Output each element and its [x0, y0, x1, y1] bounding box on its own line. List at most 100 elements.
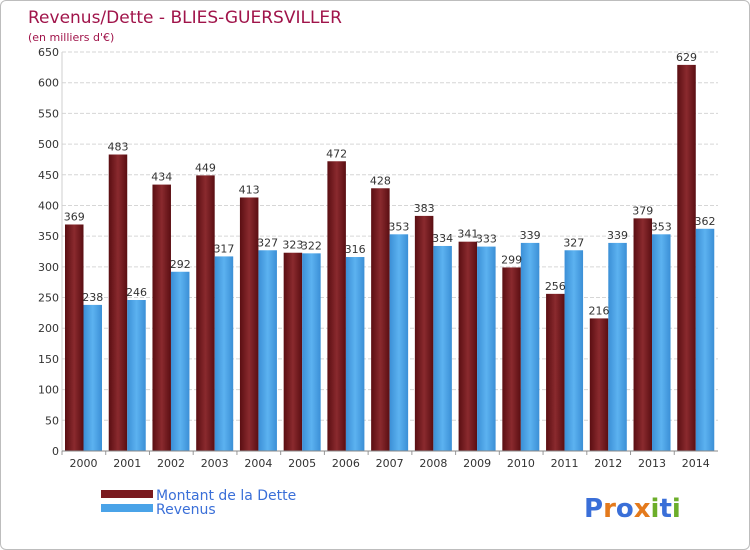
data-label-revenue: 322: [301, 239, 322, 252]
logo-text: Proxiti: [584, 494, 681, 524]
legend-swatch-debt: [101, 490, 153, 498]
bar-revenue: [652, 234, 671, 451]
data-label-revenue: 362: [695, 215, 716, 228]
data-label-debt: 379: [632, 204, 653, 217]
data-label-revenue: 246: [126, 286, 147, 299]
bar-debt: [546, 293, 565, 451]
data-label-revenue: 334: [432, 232, 453, 245]
proxiti-logo: Proxiti: [584, 494, 681, 524]
x-tick-label: 2009: [463, 457, 491, 470]
bar-revenue: [695, 228, 715, 451]
bar-debt: [633, 218, 653, 451]
y-tick-label: 550: [38, 107, 59, 120]
bar-debt: [283, 252, 303, 451]
y-tick-label: 300: [38, 261, 59, 274]
data-label-debt: 369: [64, 210, 85, 223]
bar-debt: [239, 197, 259, 451]
bar-revenue: [214, 256, 234, 451]
x-tick-label: 2014: [682, 457, 710, 470]
bar-revenue: [564, 250, 584, 451]
data-label-revenue: 333: [476, 233, 497, 246]
bar-revenue: [520, 242, 540, 451]
bar-revenue: [83, 304, 102, 451]
y-tick-label: 0: [52, 445, 59, 458]
bar-debt: [414, 215, 434, 451]
data-label-debt: 383: [414, 202, 435, 215]
x-tick-label: 2010: [507, 457, 535, 470]
x-tick-label: 2005: [288, 457, 316, 470]
y-axis-ticks: 0 50 100 150 200 250 300 350 400 450 500 550 600 650: [38, 46, 59, 458]
chart-subtitle: (en milliers d'€): [28, 31, 114, 44]
bar-revenue: [127, 299, 146, 451]
bar-revenue: [345, 257, 365, 451]
data-label-debt: 472: [326, 147, 347, 160]
data-label-debt: 428: [370, 174, 391, 187]
y-tick-label: 650: [38, 46, 59, 59]
data-label-debt: 483: [107, 141, 128, 154]
x-tick-label: 2008: [419, 457, 447, 470]
y-tick-label: 200: [38, 322, 59, 335]
bar-debt: [152, 184, 171, 452]
x-tick-label: 2013: [638, 457, 666, 470]
legend-label-revenue: Revenus: [156, 502, 216, 518]
legend-swatch-revenue: [101, 504, 153, 512]
y-tick-label: 250: [38, 292, 59, 305]
data-label-revenue: 316: [345, 243, 366, 256]
data-label-debt: 299: [501, 253, 522, 266]
y-tick-label: 350: [38, 230, 59, 243]
data-label-debt: 341: [457, 228, 478, 241]
bar-revenue: [608, 242, 627, 451]
data-label-debt: 434: [151, 171, 172, 184]
data-label-revenue: 327: [563, 236, 584, 249]
bar-debt: [458, 241, 478, 451]
bar-debt: [65, 224, 84, 451]
y-tick-label: 100: [38, 384, 59, 397]
data-label-revenue: 292: [170, 258, 191, 271]
x-tick-label: 2003: [201, 457, 229, 470]
bar-revenue: [170, 271, 190, 451]
data-label-debt: 256: [545, 280, 566, 293]
data-label-revenue: 327: [257, 236, 278, 249]
bar-revenue: [258, 250, 277, 451]
bar-debt: [327, 161, 346, 451]
data-label-revenue: 339: [520, 229, 541, 242]
x-tick-label: 2004: [244, 457, 272, 470]
bar-revenue: [302, 253, 321, 451]
y-tick-label: 450: [38, 169, 59, 182]
y-tick-label: 400: [38, 199, 59, 212]
data-label-revenue: 317: [213, 242, 234, 255]
x-axis-ticks: 2000 2001 2002 2003 2004 2005 2006 2007 2008 2009…: [61, 451, 710, 470]
bar-revenue: [477, 246, 496, 451]
bar-debt: [108, 154, 128, 451]
x-tick-label: 2002: [157, 457, 185, 470]
bar-debt: [677, 64, 696, 451]
legend: Montant de la Dette Revenus: [101, 488, 296, 518]
data-label-debt: 449: [195, 161, 216, 174]
bar-debt: [196, 175, 215, 452]
x-tick-label: 2000: [70, 457, 98, 470]
data-label-revenue: 238: [82, 291, 103, 304]
y-tick-label: 50: [45, 414, 59, 427]
bar-revenue: [389, 234, 409, 451]
bar-debt: [371, 188, 390, 451]
y-tick-label: 500: [38, 138, 59, 151]
y-tick-label: 150: [38, 353, 59, 366]
bar-revenue: [433, 245, 452, 451]
x-tick-label: 2007: [376, 457, 404, 470]
chart-title: Revenus/Dette - BLIES-GUERSVILLER: [28, 8, 342, 28]
data-label-debt: 323: [282, 239, 303, 252]
y-tick-label: 600: [38, 77, 59, 90]
x-tick-label: 2012: [594, 457, 622, 470]
bar-debt: [589, 318, 609, 451]
x-tick-label: 2001: [113, 457, 141, 470]
data-label-revenue: 339: [607, 229, 628, 242]
data-label-debt: 629: [676, 51, 697, 64]
bars: [65, 64, 715, 452]
x-tick-label: 2011: [551, 457, 579, 470]
legend-label-debt: Montant de la Dette: [156, 488, 296, 504]
data-label-debt: 413: [239, 183, 260, 196]
bar-debt: [502, 267, 521, 451]
